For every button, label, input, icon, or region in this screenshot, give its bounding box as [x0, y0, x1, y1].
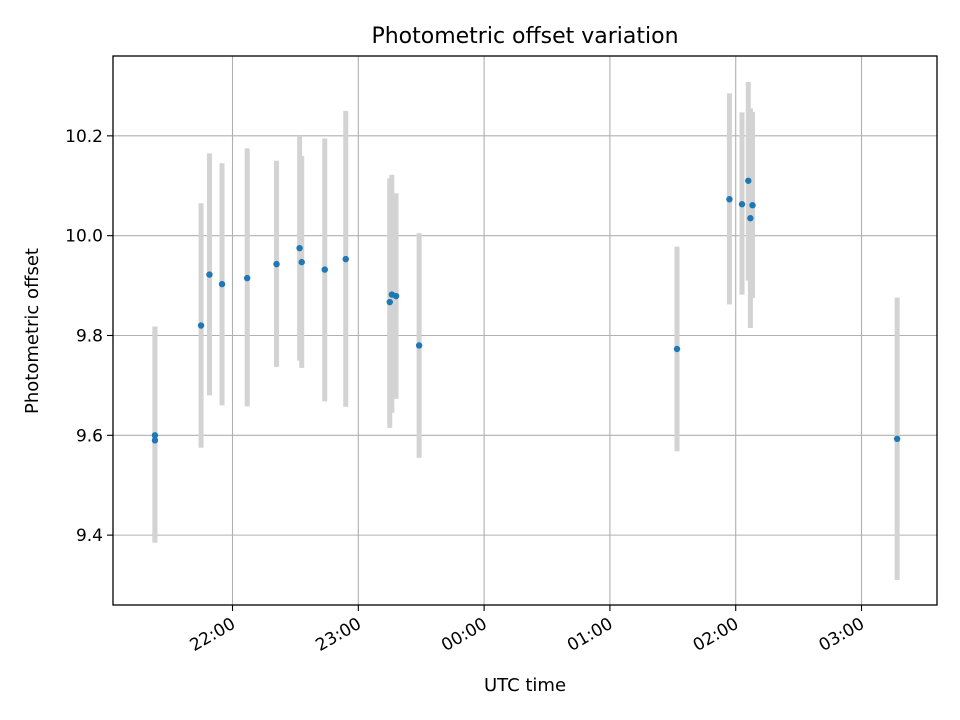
x-axis-label: UTC time [484, 675, 566, 696]
data-point [893, 435, 901, 443]
data-point [206, 271, 213, 278]
y-axis-label: Photometric offset [22, 248, 43, 414]
data-point [151, 432, 159, 439]
data-point [386, 298, 393, 306]
y-tick-label: 10.2 [65, 127, 103, 147]
data-point [673, 345, 681, 353]
y-tick-label: 9.8 [76, 326, 103, 346]
data-point [298, 258, 305, 266]
data-point [392, 292, 400, 300]
data-point [745, 177, 752, 184]
y-tick-label: 10.0 [65, 227, 103, 247]
chart-title: Photometric offset variation [371, 24, 678, 49]
data-point [415, 342, 423, 349]
data-points [151, 177, 901, 444]
data-point [321, 266, 328, 273]
data-point [273, 260, 280, 268]
data-point [243, 274, 251, 282]
plot-area-frame [112, 55, 938, 606]
data-point [296, 244, 303, 252]
data-point [749, 202, 756, 209]
data-point [197, 322, 205, 329]
y-axis-ticks: 9.4 9.6 9.8 10.0 10.2 [65, 127, 113, 546]
y-tick-label: 9.4 [76, 526, 103, 546]
data-point [151, 437, 159, 444]
data-point [342, 255, 349, 263]
grid [113, 56, 937, 605]
data-point [738, 201, 746, 208]
data-point [218, 280, 226, 288]
y-tick-label: 9.6 [76, 426, 103, 446]
data-point [747, 215, 754, 222]
data-point [726, 196, 733, 203]
